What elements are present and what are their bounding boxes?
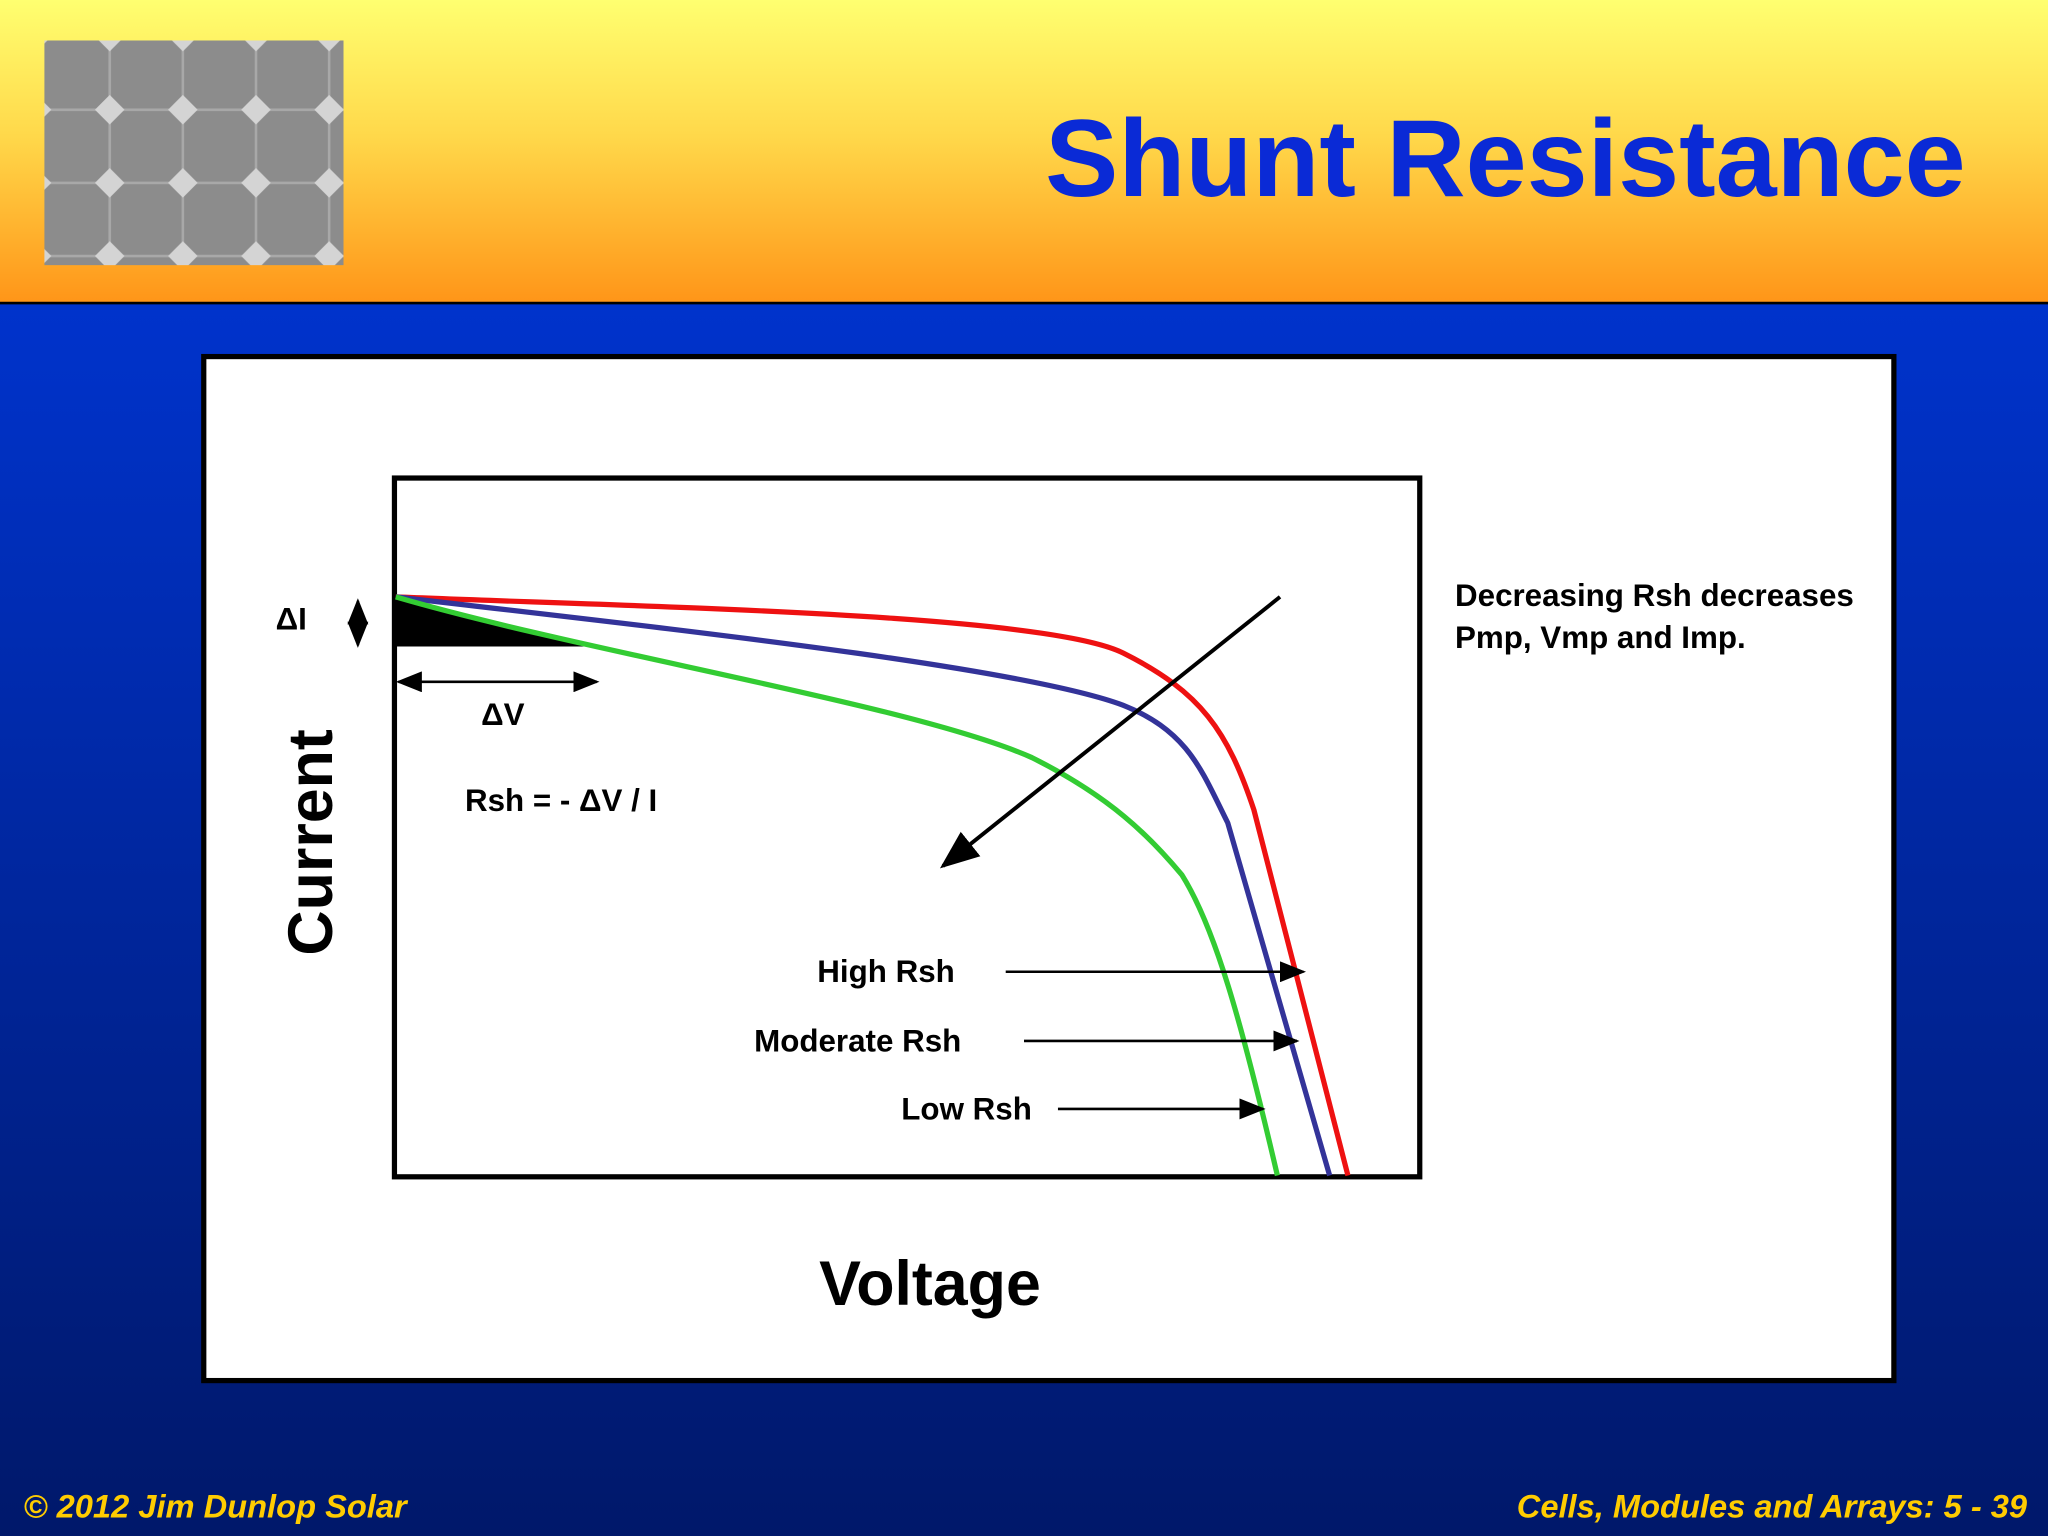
title: Shunt Resistance <box>1045 98 1966 220</box>
note-line: Decreasing Rsh decreases <box>1455 578 1854 613</box>
curve-high <box>395 594 1351 1177</box>
trend-arrow <box>939 595 1282 869</box>
note-line: Pmp, Vmp and Imp. <box>1455 620 1746 655</box>
curve-label: High Rsh <box>817 954 955 989</box>
curve-label: Low Rsh <box>901 1091 1032 1126</box>
curve-moderate <box>395 594 1333 1177</box>
curve-label: Moderate Rsh <box>754 1023 961 1058</box>
x-axis-label: Voltage <box>819 1249 1041 1319</box>
formula: Rsh = - ΔV / I <box>465 783 657 818</box>
thumbnail <box>44 40 344 266</box>
footer-right: Cells, Modules and Arrays: 5 - 39 <box>1517 1488 2028 1525</box>
footer-left: © 2012 Jim Dunlop Solar <box>24 1488 410 1525</box>
plot-frame <box>391 475 1423 1180</box>
curve-low <box>395 594 1280 1177</box>
y-axis-label: Current <box>276 729 346 956</box>
delta-v-label: ΔV <box>481 697 525 732</box>
delta-i-label: ΔI <box>276 602 307 637</box>
